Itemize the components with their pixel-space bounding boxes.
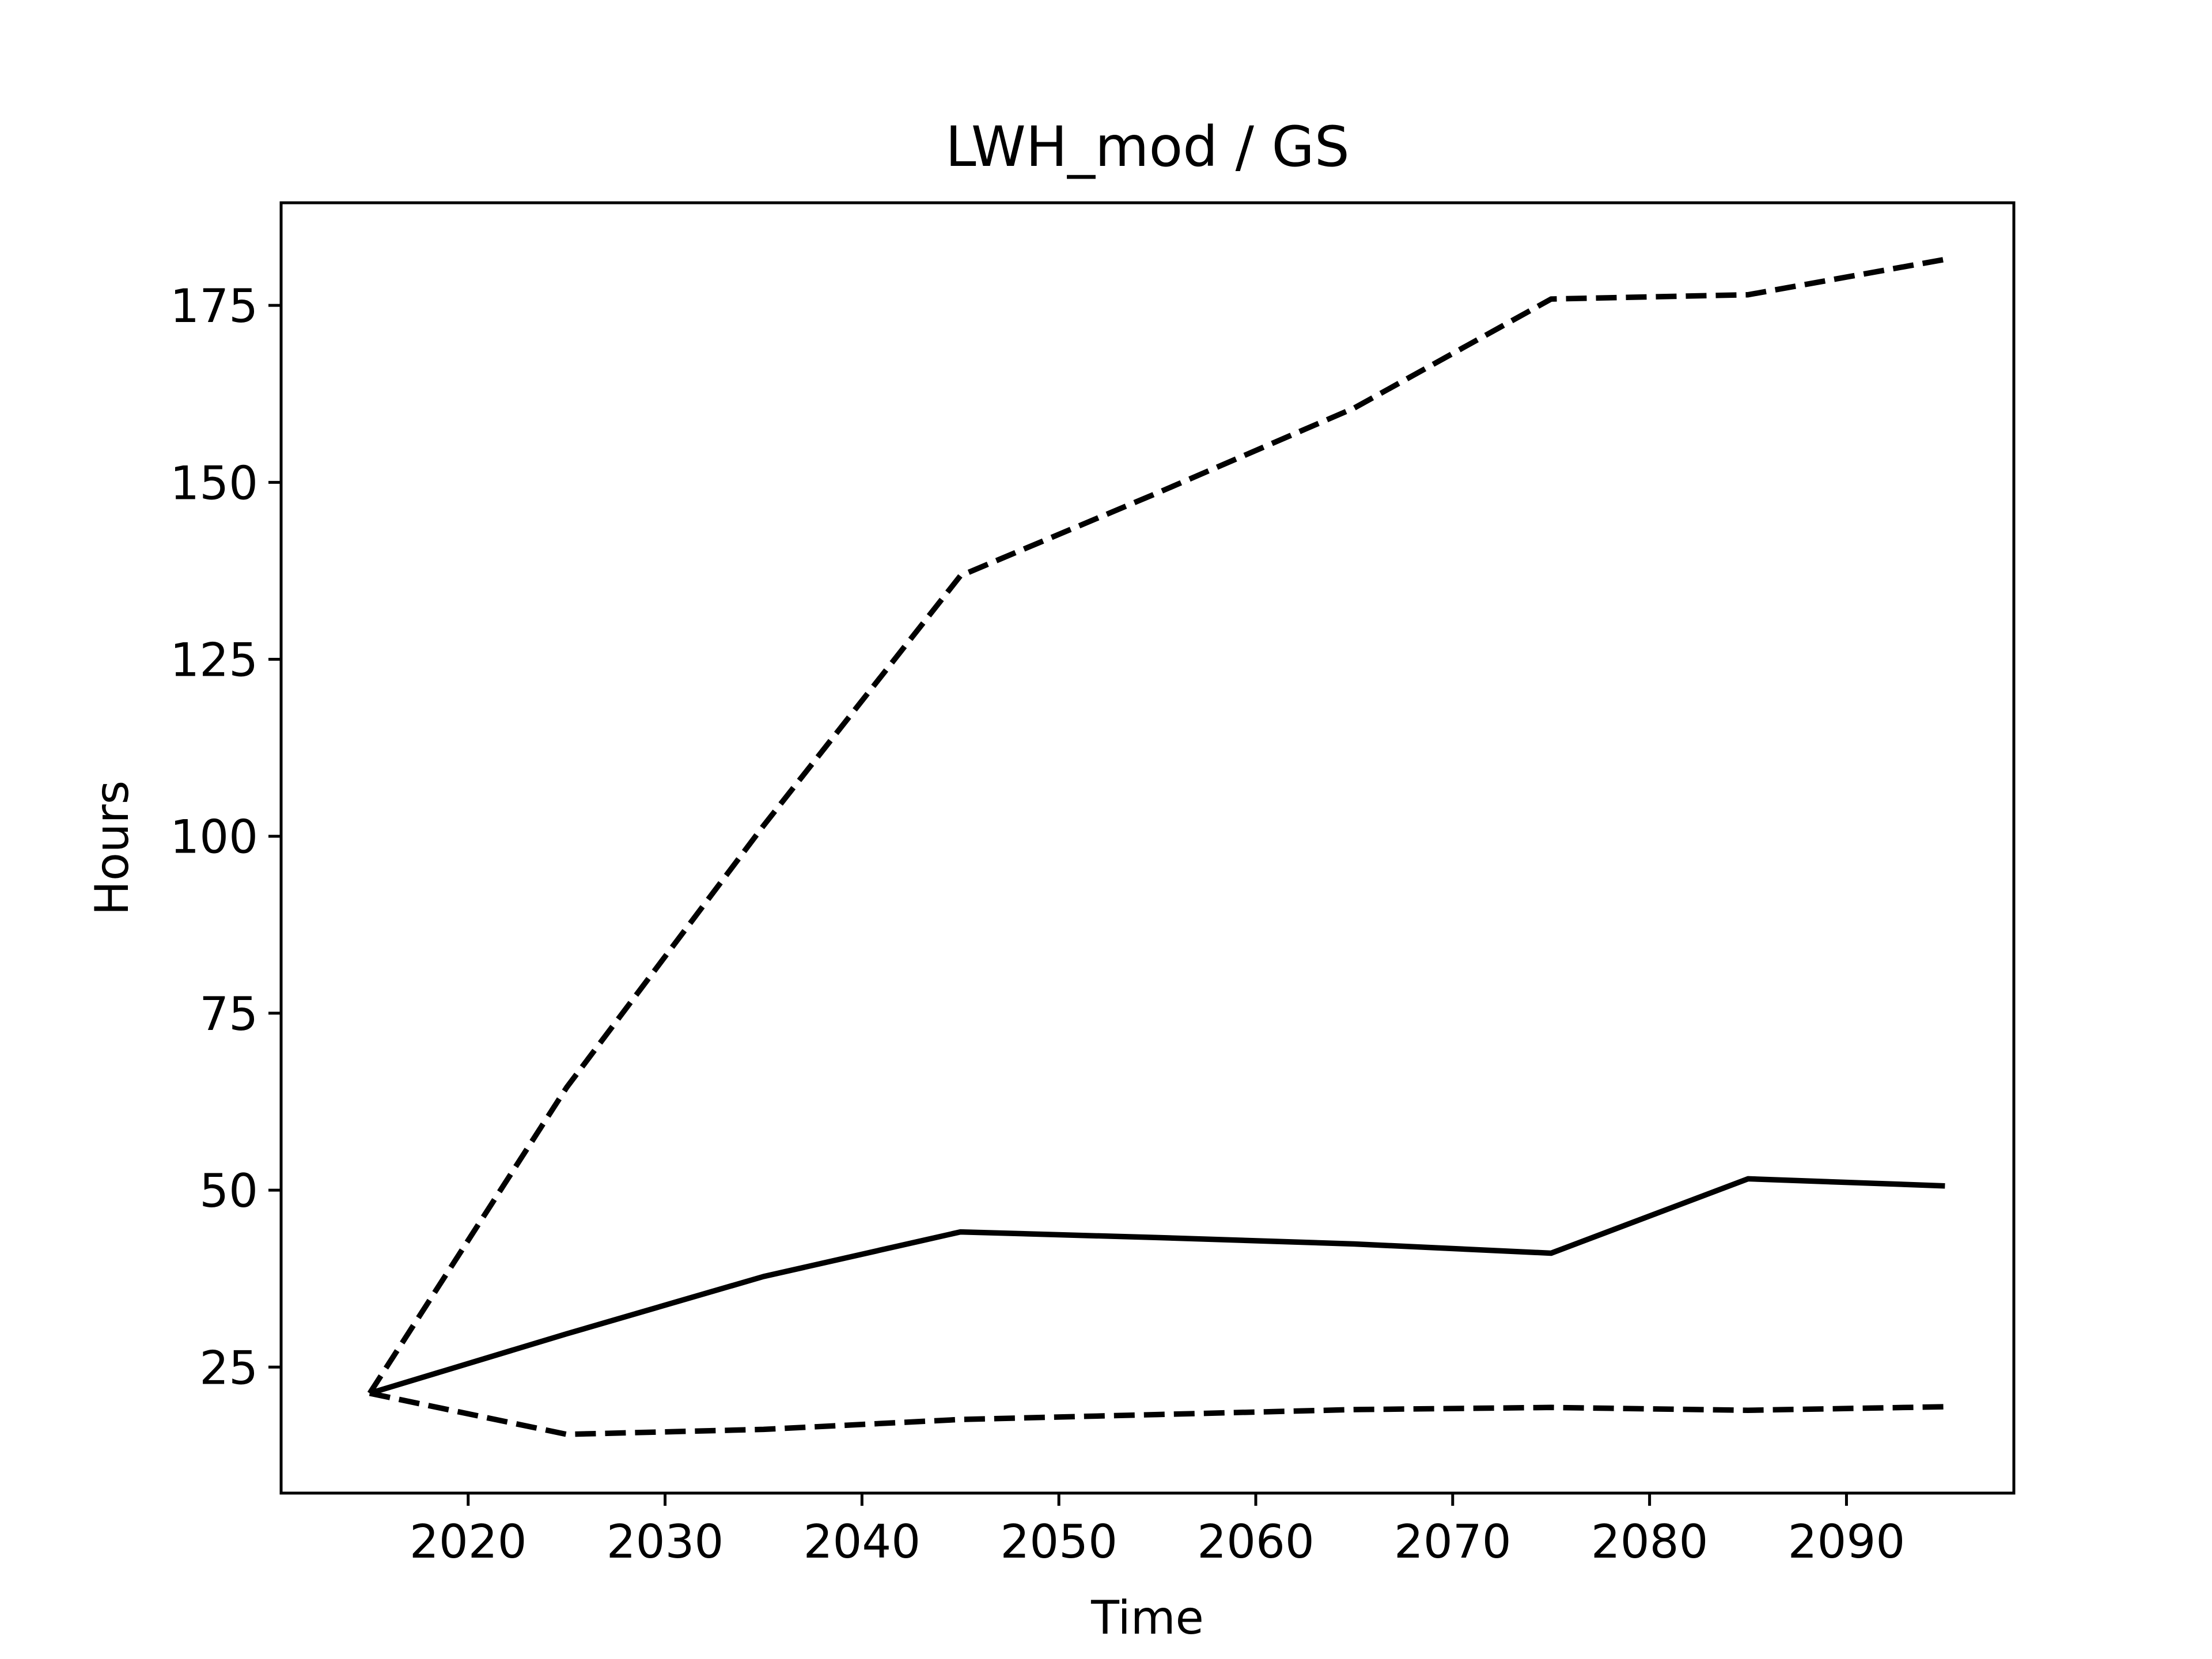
x-tick-label: 2050 — [1000, 1515, 1118, 1569]
x-tick-label: 2070 — [1394, 1515, 1512, 1569]
x-axis-label: Time — [1090, 1591, 1204, 1645]
ticks-layer: 2020 2030 2040 2050 2060 2070 2080 2090 25 50 75 10… — [170, 279, 1905, 1569]
y-tick-label: 100 — [170, 810, 258, 864]
y-axis-label: Hours — [85, 781, 139, 915]
y-tick-label: 75 — [199, 987, 258, 1041]
y-tick-label: 150 — [170, 456, 258, 510]
x-tick-label: 2060 — [1197, 1515, 1315, 1569]
x-tick-label: 2090 — [1788, 1515, 1906, 1569]
x-tick-label: 2080 — [1591, 1515, 1709, 1569]
y-tick-label: 175 — [170, 279, 258, 333]
series-line-3-dashed — [369, 1391, 1945, 1437]
x-tick-label: 2040 — [804, 1515, 921, 1569]
y-tick-label: 25 — [199, 1341, 258, 1395]
plot-frame — [279, 201, 2016, 1495]
x-tick-label: 2020 — [410, 1515, 527, 1569]
series-layer — [367, 256, 1946, 1437]
y-tick-label: 50 — [199, 1164, 258, 1218]
chart-title: LWH_mod / GS — [945, 115, 1350, 179]
series-line-1-solid — [369, 1176, 1945, 1396]
x-tick-label: 2030 — [607, 1515, 724, 1569]
y-tick-label: 125 — [170, 634, 258, 687]
